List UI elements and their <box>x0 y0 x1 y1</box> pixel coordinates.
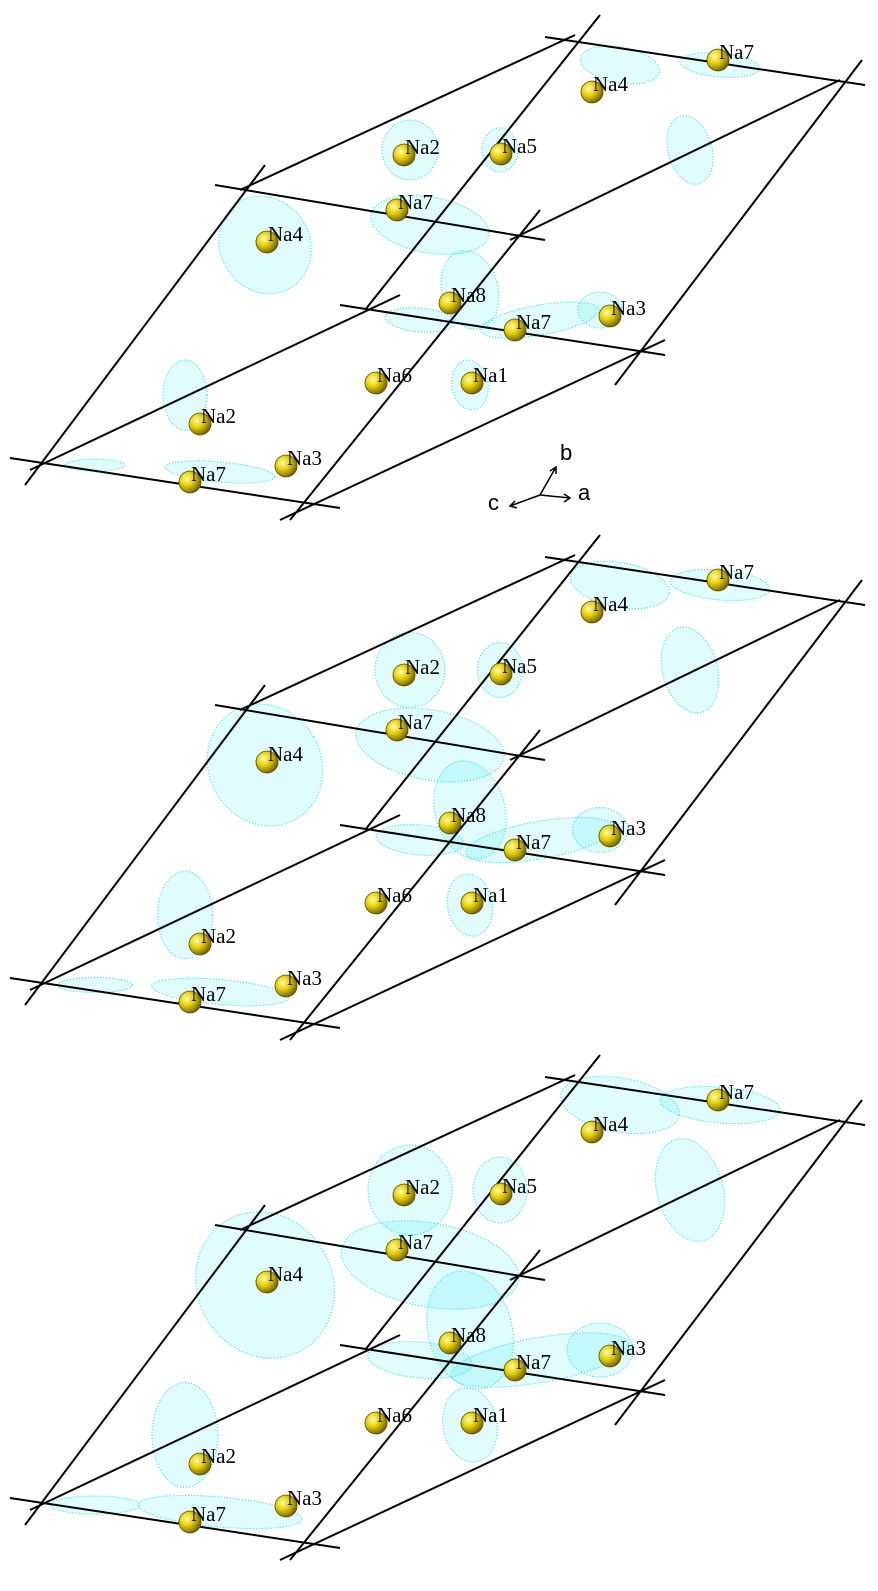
axis-label: a <box>578 480 591 505</box>
atom-label: Na3 <box>287 966 322 990</box>
atom-label: Na3 <box>611 296 646 320</box>
cell-edge <box>510 600 840 760</box>
atom-label: Na2 <box>201 924 236 948</box>
atom-label: Na7 <box>191 982 226 1006</box>
atom-label: Na2 <box>405 655 440 679</box>
atom-label: Na7 <box>516 830 551 854</box>
atom-label: Na6 <box>377 883 412 907</box>
atom-label: Na7 <box>719 40 754 64</box>
atom-label: Na4 <box>593 72 628 96</box>
cell-edge <box>25 685 265 1005</box>
isosurface <box>645 1131 736 1250</box>
atom-label: Na4 <box>268 1262 303 1286</box>
atom-label: Na6 <box>377 1403 412 1427</box>
isosurface <box>652 621 728 720</box>
atom-label: Na2 <box>405 135 440 159</box>
isosurface <box>660 110 721 189</box>
b-arrow <box>540 467 556 495</box>
atom-label: Na7 <box>719 560 754 584</box>
atom-label: Na5 <box>502 654 537 678</box>
atom-label: Na8 <box>451 803 486 827</box>
atom-label: Na4 <box>593 592 628 616</box>
atom-label: Na7 <box>398 190 433 214</box>
atom-label: Na2 <box>405 1175 440 1199</box>
axis-label: b <box>560 440 572 465</box>
atom-label: Na7 <box>191 462 226 486</box>
atom-label: Na2 <box>201 404 236 428</box>
panel: Na7 Na4 Na2 Na5 Na7 Na4 Na8 Na7 Na3 Na6 Na1 Na2 Na7 N… <box>10 15 865 520</box>
atom-label: Na4 <box>268 222 303 246</box>
atom-label: Na3 <box>611 1336 646 1360</box>
panel: Na7 Na4 Na2 Na5 Na7 Na4 Na8 Na7 Na3 Na6 Na1 Na2 Na7 N… <box>10 1055 865 1560</box>
atom-label: Na3 <box>287 1486 322 1510</box>
atom-label: Na3 <box>287 446 322 470</box>
atom-label: Na4 <box>593 1112 628 1136</box>
figure: Na7 Na4 Na2 Na5 Na7 Na4 Na8 Na7 Na3 Na6 Na1 Na2 Na7 N… <box>0 0 878 1591</box>
atom-label: Na1 <box>473 883 508 907</box>
panel: Na7 Na4 Na2 Na5 Na7 Na4 Na8 Na7 Na3 Na6 Na1 Na2 Na7 N… <box>10 535 865 1040</box>
atom-label: Na6 <box>377 363 412 387</box>
atom-label: Na7 <box>398 1230 433 1254</box>
atom-label: Na2 <box>201 1444 236 1468</box>
cell-edge <box>615 580 862 905</box>
atom-label: Na7 <box>516 1350 551 1374</box>
atom-label: Na5 <box>502 134 537 158</box>
isosurface <box>65 459 125 471</box>
atom-label: Na8 <box>451 283 486 307</box>
atom-label: Na1 <box>473 1403 508 1427</box>
axis-label: c <box>488 490 499 515</box>
atom-label: Na8 <box>451 1323 486 1347</box>
atom-label: Na3 <box>611 816 646 840</box>
cell-edge <box>615 60 862 385</box>
cell-edge <box>25 165 265 485</box>
cell-edge <box>30 815 400 990</box>
atom-label: Na7 <box>719 1080 754 1104</box>
axis-indicator: b c a <box>488 440 591 515</box>
cell-edge <box>30 295 400 470</box>
cell-edge <box>615 1100 862 1425</box>
atom-label: Na5 <box>502 1174 537 1198</box>
cell-edge <box>510 80 840 240</box>
atom-label: Na7 <box>398 710 433 734</box>
atom-label: Na7 <box>191 1502 226 1526</box>
atom-label: Na1 <box>473 363 508 387</box>
atom-label: Na4 <box>268 742 303 766</box>
atom-label: Na7 <box>516 310 551 334</box>
cell-edge <box>30 1335 400 1510</box>
cell-edge <box>25 1205 265 1525</box>
